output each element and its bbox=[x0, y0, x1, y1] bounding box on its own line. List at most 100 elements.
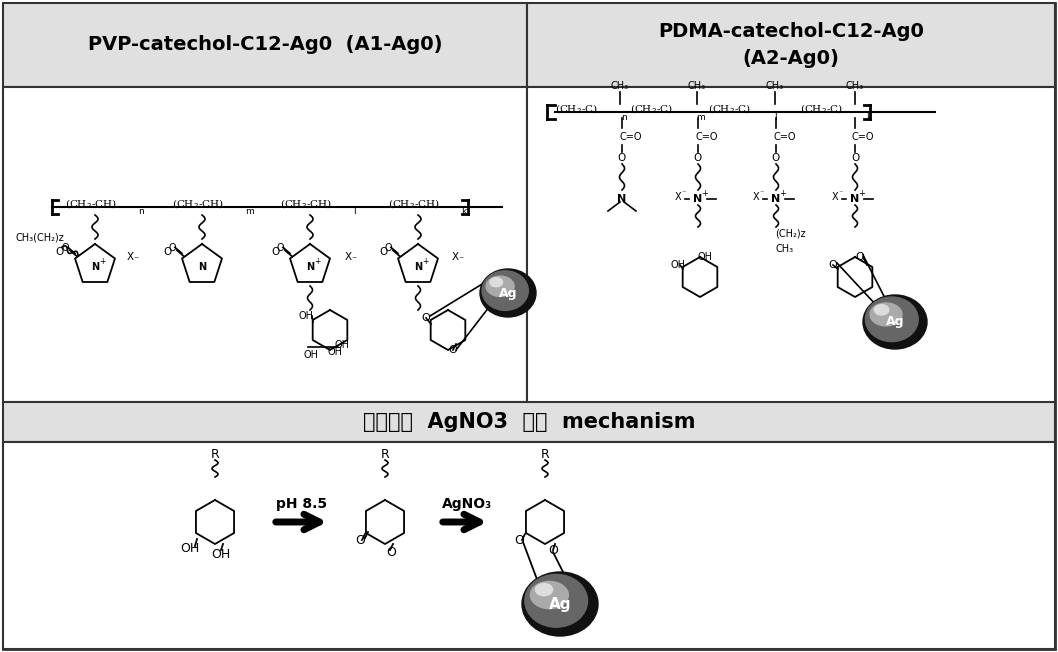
Text: k: k bbox=[867, 113, 871, 121]
Text: k: k bbox=[461, 207, 467, 216]
Text: O: O bbox=[276, 243, 284, 254]
Text: (CH₂)z: (CH₂)z bbox=[776, 229, 805, 239]
Text: (CH$_2$-C): (CH$_2$-C) bbox=[800, 102, 843, 116]
Text: +: + bbox=[780, 190, 786, 198]
Text: ⁻: ⁻ bbox=[760, 188, 764, 198]
Text: O: O bbox=[828, 260, 837, 270]
Text: N: N bbox=[306, 262, 314, 272]
Ellipse shape bbox=[530, 582, 568, 608]
Text: ⁻: ⁻ bbox=[351, 255, 357, 265]
Text: O: O bbox=[449, 345, 457, 355]
Text: OH: OH bbox=[298, 311, 313, 321]
FancyBboxPatch shape bbox=[3, 3, 527, 87]
Text: O: O bbox=[514, 533, 524, 546]
FancyBboxPatch shape bbox=[3, 402, 1055, 442]
Ellipse shape bbox=[865, 297, 918, 342]
Text: pH 8.5: pH 8.5 bbox=[276, 497, 328, 511]
Text: O: O bbox=[271, 247, 279, 258]
Text: +: + bbox=[314, 256, 321, 265]
Text: O: O bbox=[56, 247, 65, 258]
Ellipse shape bbox=[874, 304, 889, 315]
Ellipse shape bbox=[870, 303, 902, 326]
Text: ⁻: ⁻ bbox=[681, 188, 687, 198]
Text: OH: OH bbox=[697, 252, 712, 262]
Text: O: O bbox=[355, 533, 365, 546]
Text: N: N bbox=[198, 262, 206, 272]
Text: O: O bbox=[168, 243, 176, 254]
Text: O: O bbox=[772, 153, 780, 163]
Text: OH: OH bbox=[328, 347, 343, 357]
Text: (CH$_2$-CH): (CH$_2$-CH) bbox=[172, 197, 224, 211]
Text: Ag: Ag bbox=[498, 286, 517, 299]
Text: (CH$_2$-CH): (CH$_2$-CH) bbox=[65, 197, 116, 211]
Text: X: X bbox=[752, 192, 760, 202]
Text: (CH$_2$-C): (CH$_2$-C) bbox=[708, 102, 751, 116]
Text: ⁻: ⁻ bbox=[458, 255, 463, 265]
Text: N: N bbox=[91, 262, 99, 272]
Text: PVP-catechol-C12-Ag0  (A1-Ag0): PVP-catechol-C12-Ag0 (A1-Ag0) bbox=[88, 35, 442, 55]
Text: OH: OH bbox=[180, 542, 200, 554]
Text: CH₃: CH₃ bbox=[846, 81, 864, 91]
Text: (CH$_2$-CH): (CH$_2$-CH) bbox=[280, 197, 332, 211]
Text: +: + bbox=[98, 256, 105, 265]
FancyBboxPatch shape bbox=[3, 87, 527, 402]
Text: CH₃: CH₃ bbox=[776, 244, 794, 254]
FancyBboxPatch shape bbox=[3, 3, 1055, 649]
Text: R: R bbox=[211, 447, 219, 460]
Text: l: l bbox=[353, 207, 355, 216]
Text: CH₃: CH₃ bbox=[688, 81, 706, 91]
Text: N: N bbox=[693, 194, 703, 204]
Text: OH: OH bbox=[212, 548, 231, 561]
Text: X: X bbox=[675, 192, 681, 202]
Text: +: + bbox=[858, 190, 865, 198]
Text: Ag: Ag bbox=[549, 597, 571, 612]
Text: (CH$_2$-CH): (CH$_2$-CH) bbox=[388, 197, 440, 211]
Text: n: n bbox=[621, 113, 626, 121]
Text: CH₃(CH₂)z: CH₃(CH₂)z bbox=[15, 232, 63, 242]
Text: ⁻: ⁻ bbox=[839, 188, 843, 198]
Ellipse shape bbox=[535, 584, 552, 596]
Text: C=O: C=O bbox=[773, 132, 796, 142]
Text: CH₃: CH₃ bbox=[766, 81, 784, 91]
Text: OH: OH bbox=[671, 260, 686, 270]
FancyBboxPatch shape bbox=[527, 3, 1055, 87]
Text: PDMA-catechol-C12-Ag0
(A2-Ag0): PDMA-catechol-C12-Ag0 (A2-Ag0) bbox=[658, 22, 924, 68]
Text: C=O: C=O bbox=[695, 132, 717, 142]
Text: l: l bbox=[774, 113, 777, 121]
Text: O: O bbox=[384, 243, 391, 254]
Text: m: m bbox=[245, 207, 254, 216]
Ellipse shape bbox=[863, 295, 927, 349]
Text: O: O bbox=[694, 153, 703, 163]
Text: C=O: C=O bbox=[852, 132, 875, 142]
Text: O: O bbox=[851, 153, 859, 163]
Text: N: N bbox=[618, 194, 626, 204]
Text: (CH$_2$-C): (CH$_2$-C) bbox=[630, 102, 673, 116]
Text: +: + bbox=[422, 256, 428, 265]
Text: Ag: Ag bbox=[886, 316, 905, 329]
Text: R: R bbox=[541, 447, 549, 460]
Text: n: n bbox=[138, 207, 144, 216]
Ellipse shape bbox=[482, 271, 528, 310]
Text: ⁻: ⁻ bbox=[133, 255, 139, 265]
Ellipse shape bbox=[480, 269, 536, 317]
Text: OH: OH bbox=[304, 350, 318, 360]
Text: O: O bbox=[618, 153, 626, 163]
Ellipse shape bbox=[525, 574, 587, 627]
Text: 커테콜의  AgNO3  환원  mechanism: 커테콜의 AgNO3 환원 mechanism bbox=[363, 412, 695, 432]
Text: O: O bbox=[856, 252, 864, 262]
Text: X: X bbox=[127, 252, 133, 262]
Text: CH₃: CH₃ bbox=[610, 81, 630, 91]
Ellipse shape bbox=[522, 572, 598, 636]
Text: O: O bbox=[422, 313, 431, 323]
Text: N: N bbox=[851, 194, 859, 204]
Ellipse shape bbox=[487, 276, 514, 297]
Text: +: + bbox=[701, 190, 709, 198]
Text: N: N bbox=[771, 194, 781, 204]
Text: O: O bbox=[163, 247, 171, 258]
FancyBboxPatch shape bbox=[3, 442, 1055, 649]
Text: O: O bbox=[379, 247, 387, 258]
Text: X: X bbox=[345, 252, 351, 262]
Text: N: N bbox=[414, 262, 422, 272]
Text: O: O bbox=[61, 243, 69, 254]
Text: C=O: C=O bbox=[619, 132, 641, 142]
